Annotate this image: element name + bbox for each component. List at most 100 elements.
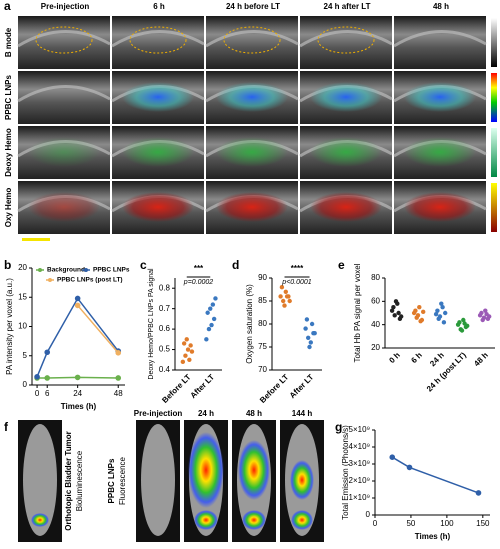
column-header: 144 h	[292, 409, 313, 418]
x-tick-label: 0 h	[387, 350, 402, 365]
data-point	[278, 294, 283, 299]
data-point	[281, 298, 286, 304]
data-point	[115, 375, 122, 381]
x-tick-label: 48	[114, 389, 123, 398]
ultrasound-image	[394, 16, 486, 69]
y-tick-label: 80	[371, 273, 380, 282]
x-axis-label: Times (h)	[61, 402, 97, 411]
data-point	[406, 464, 413, 471]
scale-bar	[22, 238, 50, 241]
data-point	[283, 289, 288, 294]
x-tick-label: 0	[35, 389, 40, 398]
x-tick-label: 100	[440, 519, 454, 528]
legend-marker	[84, 268, 88, 272]
signal-overlay	[122, 82, 194, 112]
tissue-arc	[393, 30, 487, 48]
series-line	[77, 304, 119, 354]
panel-label: f	[4, 420, 9, 434]
data-point	[487, 314, 492, 319]
y-tick-label: 0.8	[159, 283, 171, 292]
mouse-body	[23, 424, 57, 536]
data-point	[457, 320, 462, 325]
y-tick-label: 2×10⁹	[349, 476, 370, 485]
data-point	[465, 323, 470, 329]
data-point	[441, 320, 447, 325]
data-point	[417, 304, 422, 310]
data-point	[284, 294, 290, 299]
x-tick-label: 24 h (post LT)	[425, 350, 468, 393]
signal-overlay	[216, 192, 288, 222]
ultrasound-image	[112, 16, 204, 69]
data-point	[479, 310, 484, 316]
series-line	[36, 297, 119, 378]
x-tick-label: 50	[406, 519, 415, 528]
ultrasound-image	[18, 71, 110, 124]
tumor-outline	[35, 26, 93, 54]
x-tick-label: Before LT	[160, 372, 192, 404]
ultrasound-image	[300, 16, 392, 69]
data-point	[413, 308, 418, 313]
data-point	[396, 310, 401, 316]
tissue-arc	[17, 85, 111, 103]
y-tick-label: 40	[371, 320, 380, 329]
data-point	[304, 317, 310, 322]
tissue-arc	[205, 30, 299, 48]
data-point	[211, 316, 217, 322]
significance-stars: ***	[194, 264, 204, 273]
data-point	[184, 337, 189, 342]
data-point	[44, 375, 51, 381]
y-tick-label: 90	[258, 273, 267, 282]
y-tick-label: 0	[366, 510, 371, 519]
data-point	[115, 350, 122, 356]
data-point	[287, 298, 292, 304]
tumor-outline	[317, 26, 375, 54]
y-tick-label: 75	[258, 342, 267, 351]
data-point	[461, 317, 466, 323]
column-header: 24 h	[198, 409, 214, 418]
signal-overlay	[28, 192, 100, 222]
x-tick-label: 6 h	[409, 350, 424, 365]
data-point	[307, 344, 312, 350]
row-header: PPBC LNPs	[4, 75, 13, 120]
x-tick-label: 24 h	[428, 350, 446, 368]
legend-label: PPBC LNPs	[93, 267, 130, 274]
y-axis-label: Oxygen saturation (%)	[245, 284, 254, 364]
y-tick-label: 0.7	[159, 304, 171, 313]
data-point	[392, 313, 397, 318]
x-tick-label: 0	[373, 519, 378, 528]
y-tick-label: 0.4	[159, 365, 171, 374]
signal-blob	[238, 440, 270, 500]
mouse-body	[141, 424, 175, 536]
significance-stars: ****	[291, 264, 304, 273]
y-tick-label: 1×10⁹	[349, 493, 370, 502]
data-point	[188, 343, 193, 348]
panel-label: e	[338, 258, 345, 272]
p-value: p<0.0001	[281, 279, 311, 286]
y-tick-label: 0.6	[159, 324, 171, 333]
y-tick-label: 0.5	[159, 345, 171, 354]
signal-overlay	[404, 192, 476, 222]
data-point	[303, 326, 308, 331]
signal-overlay	[122, 137, 194, 167]
signal-overlay	[28, 137, 100, 167]
x-tick-label: 48 h	[472, 350, 490, 368]
data-point	[279, 285, 285, 290]
signal-blob	[31, 513, 49, 527]
data-point	[415, 313, 421, 318]
data-point	[306, 335, 311, 340]
signal-blob	[194, 510, 218, 530]
data-point	[209, 322, 214, 328]
legend-label: Background	[47, 267, 85, 274]
column-header: Pre-injection	[41, 2, 90, 11]
data-point	[399, 314, 404, 319]
y-axis-label: Total Emission (Photons/s)	[341, 425, 350, 520]
tissue-arc	[111, 30, 205, 48]
data-point	[421, 309, 426, 315]
panel-label: c	[140, 258, 147, 272]
data-point	[439, 301, 444, 306]
image-subtitle: Bioluminescence	[75, 450, 84, 511]
data-point	[435, 308, 440, 313]
data-point	[44, 349, 51, 356]
y-tick-label: 20	[18, 263, 27, 272]
